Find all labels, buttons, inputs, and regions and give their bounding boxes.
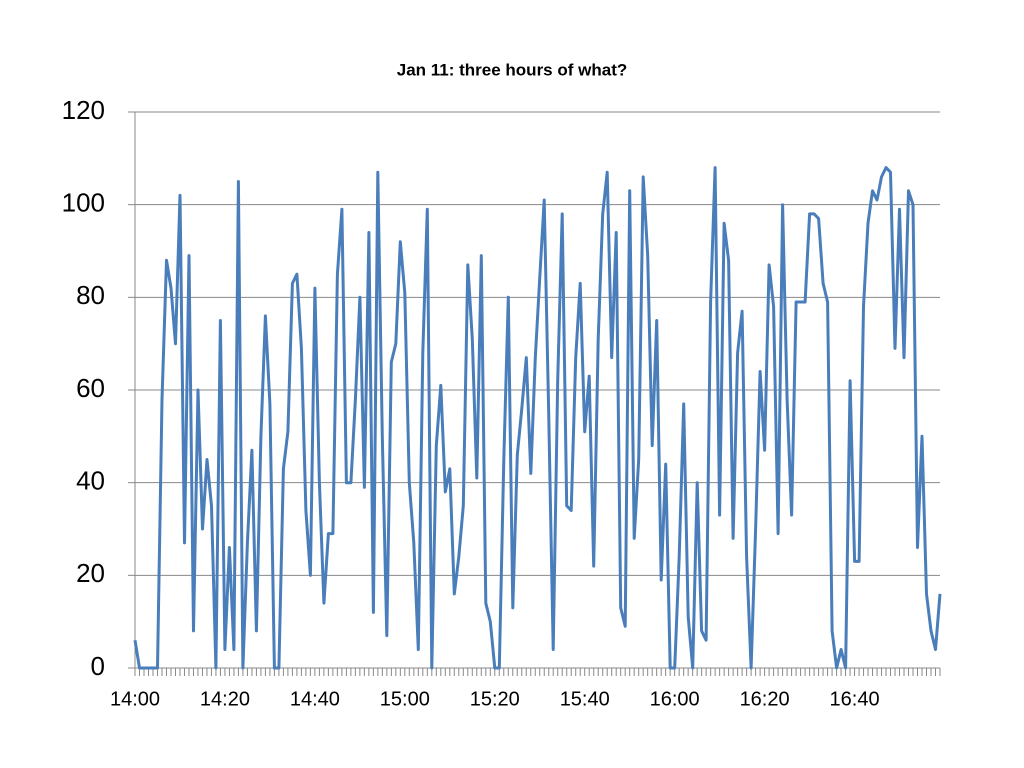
x-tick-label: 16:20 [740,688,790,710]
x-tick-label: 15:20 [470,688,520,710]
x-tick-label: 14:20 [200,688,250,710]
chart-title: Jan 11: three hours of what? [397,60,628,79]
y-tick-label: 40 [76,466,105,496]
y-tick-label: 80 [76,280,105,310]
x-tick-label: 16:40 [830,688,880,710]
y-tick-label: 100 [62,188,105,218]
y-tick-label: 60 [76,373,105,403]
x-tick-label: 14:40 [290,688,340,710]
data-line [133,166,942,670]
y-tick-label: 20 [76,558,105,588]
x-tick-label: 14:00 [110,688,160,710]
x-tick-label: 15:00 [380,688,430,710]
y-tick-label: 0 [91,651,105,681]
x-tick-label: 15:40 [560,688,610,710]
y-tick-label: 120 [62,95,105,125]
x-tick-label: 16:00 [650,688,700,710]
